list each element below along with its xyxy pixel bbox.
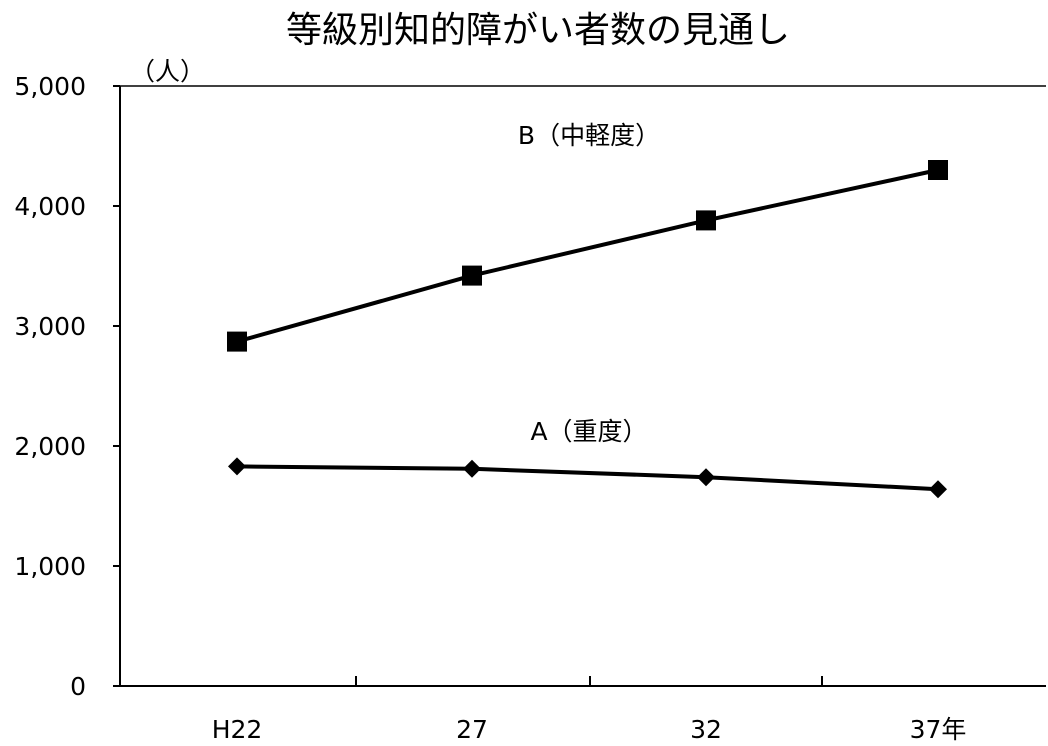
y-axis-unit-label: （人） [130,57,205,86]
y-axis-ticks: 0 1,000 2,000 3,000 4,000 5,000 [14,72,120,701]
y-tick-label: 3,000 [14,312,86,341]
series-labels: B（中軽度） A（重度） [518,121,660,446]
diamond-marker [228,457,246,476]
series-label: A（重度） [530,417,647,446]
y-tick-label: 0 [70,672,86,701]
series-line [236,464,939,492]
y-tick-label: 4,000 [14,192,86,221]
x-tick-label: H22 [212,715,263,744]
x-tick-label: 37年 [910,715,967,744]
square-marker [227,331,247,352]
x-tick-label: 32 [690,715,722,744]
y-tick-label: 5,000 [14,72,86,101]
x-axis-ticks: H22 27 32 37年 [212,676,967,744]
series-markers [227,160,948,499]
square-marker [462,265,482,286]
square-marker [928,160,948,180]
y-tick-label: 1,000 [14,552,86,581]
diamond-marker [929,480,947,499]
series-line [236,168,939,344]
chart-title: 等級別知的障がい者数の見通し [286,10,790,51]
square-marker [696,210,716,231]
y-tick-label: 2,000 [14,432,86,461]
axes [119,85,1046,687]
diamond-marker [463,459,481,478]
series-lines [236,168,939,492]
x-tick-label: 27 [456,715,488,744]
series-label: B（中軽度） [518,121,660,150]
diamond-marker [697,468,715,487]
